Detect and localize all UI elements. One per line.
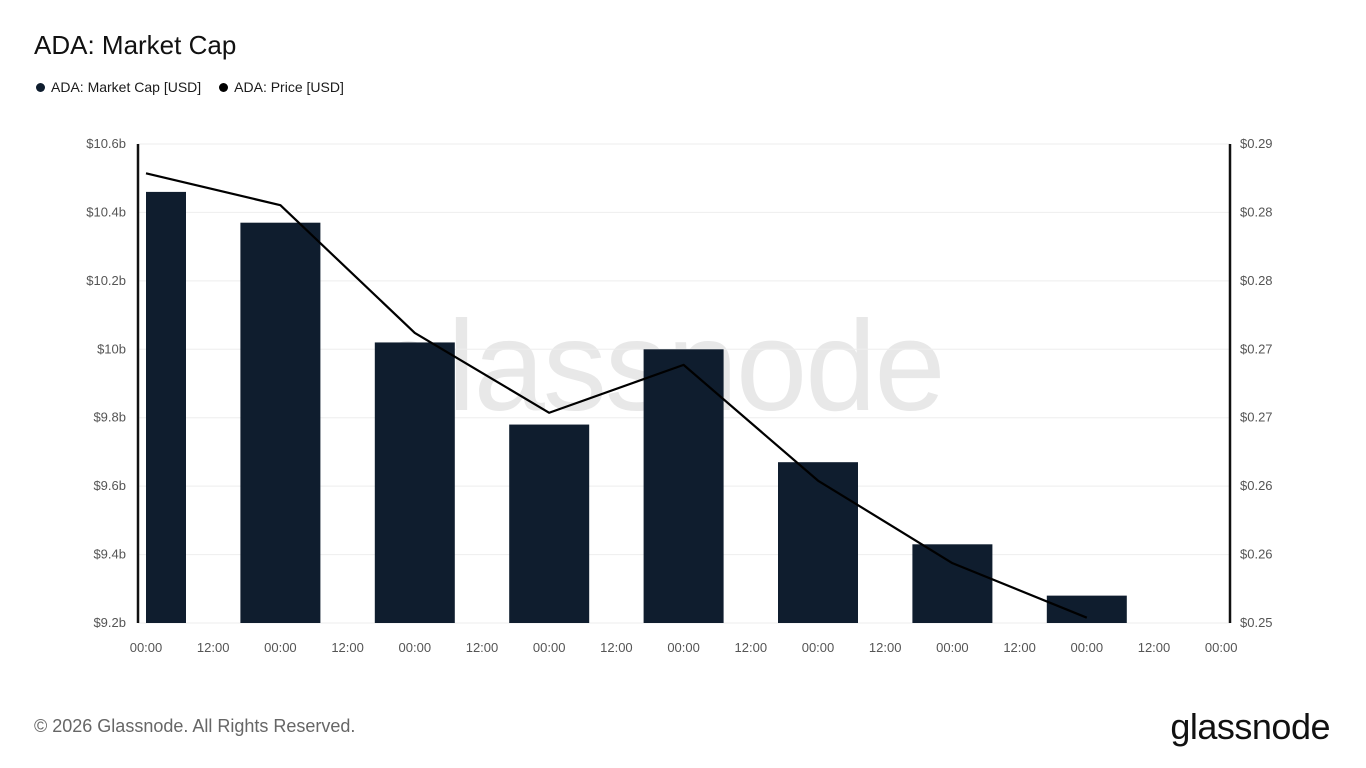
- x-tick-label: 00:00: [802, 640, 835, 655]
- left-y-axis-ticks: $10.6b $10.4b $10.2b $10b $9.8b $9.6b $9.4b $9.…: [86, 136, 126, 630]
- left-y-tick-label: $9.4b: [93, 547, 126, 562]
- x-tick-label: 00:00: [533, 640, 566, 655]
- x-tick-label: 00:00: [936, 640, 969, 655]
- right-y-tick-label: $0.29: [1240, 136, 1273, 151]
- left-y-tick-label: $10.2b: [86, 273, 126, 288]
- left-y-tick-label: $10.6b: [86, 136, 126, 151]
- right-y-tick-label: $0.26: [1240, 547, 1273, 562]
- x-tick-label: 12:00: [466, 640, 499, 655]
- x-tick-label: 12:00: [197, 640, 230, 655]
- left-y-tick-label: $9.2b: [93, 615, 126, 630]
- copyright-text: © 2026 Glassnode. All Rights Reserved.: [34, 716, 356, 736]
- legend-label-market-cap: ADA: Market Cap [USD]: [51, 79, 202, 95]
- market-cap-bar[interactable]: [240, 222, 321, 623]
- chart-title: ADA: Market Cap: [34, 30, 237, 60]
- x-axis-ticks: 00:00 12:00 00:00 12:00 00:00 12:00 00:00 12:00…: [130, 640, 1238, 655]
- right-y-axis-ticks: $0.29 $0.28 $0.28 $0.27 $0.27 $0.26 $0.26 $0.25: [1240, 136, 1273, 630]
- x-tick-label: 00:00: [1205, 640, 1238, 655]
- chart-legend: ADA: Market Cap [USD] ADA: Price [USD]: [36, 79, 344, 95]
- x-tick-label: 12:00: [1138, 640, 1171, 655]
- legend-item-market-cap[interactable]: ADA: Market Cap [USD]: [36, 79, 201, 95]
- glassnode-logo: glassnode: [1170, 706, 1330, 747]
- market-cap-bar[interactable]: [643, 349, 724, 623]
- x-tick-label: 12:00: [331, 640, 364, 655]
- x-tick-label: 00:00: [667, 640, 700, 655]
- market-cap-bar[interactable]: [509, 424, 590, 623]
- market-cap-bar[interactable]: [912, 544, 993, 623]
- axes: [136, 144, 1232, 623]
- legend-label-price: ADA: Price [USD]: [234, 79, 344, 95]
- left-y-tick-label: $9.8b: [93, 410, 126, 425]
- x-tick-label: 12:00: [735, 640, 768, 655]
- x-tick-label: 12:00: [600, 640, 633, 655]
- right-y-tick-label: $0.27: [1240, 410, 1273, 425]
- left-y-tick-label: $9.6b: [93, 478, 126, 493]
- left-y-tick-label: $10.4b: [86, 204, 126, 219]
- x-tick-label: 00:00: [399, 640, 432, 655]
- x-tick-label: 12:00: [1003, 640, 1036, 655]
- market-cap-bar[interactable]: [374, 342, 455, 623]
- right-y-tick-label: $0.27: [1240, 341, 1273, 356]
- price-line[interactable]: [145, 172, 1088, 619]
- right-y-tick-label: $0.28: [1240, 204, 1273, 219]
- x-tick-label: 12:00: [869, 640, 902, 655]
- legend-dot-price: [219, 82, 229, 92]
- legend-item-price[interactable]: ADA: Price [USD]: [219, 79, 344, 95]
- x-tick-label: 00:00: [264, 640, 297, 655]
- right-y-tick-label: $0.25: [1240, 615, 1273, 630]
- market-cap-bar[interactable]: [1046, 595, 1127, 623]
- right-y-tick-label: $0.28: [1240, 273, 1273, 288]
- left-y-tick-label: $10b: [97, 341, 126, 356]
- bar-series: [146, 191, 1127, 623]
- legend-dot-market-cap: [36, 82, 45, 92]
- right-y-tick-label: $0.26: [1240, 478, 1273, 493]
- market-cap-bar[interactable]: [146, 191, 186, 623]
- x-tick-label: 00:00: [130, 640, 163, 655]
- x-tick-label: 00:00: [1071, 640, 1104, 655]
- price-line-series: [145, 172, 1088, 619]
- market-cap-bar[interactable]: [778, 462, 858, 623]
